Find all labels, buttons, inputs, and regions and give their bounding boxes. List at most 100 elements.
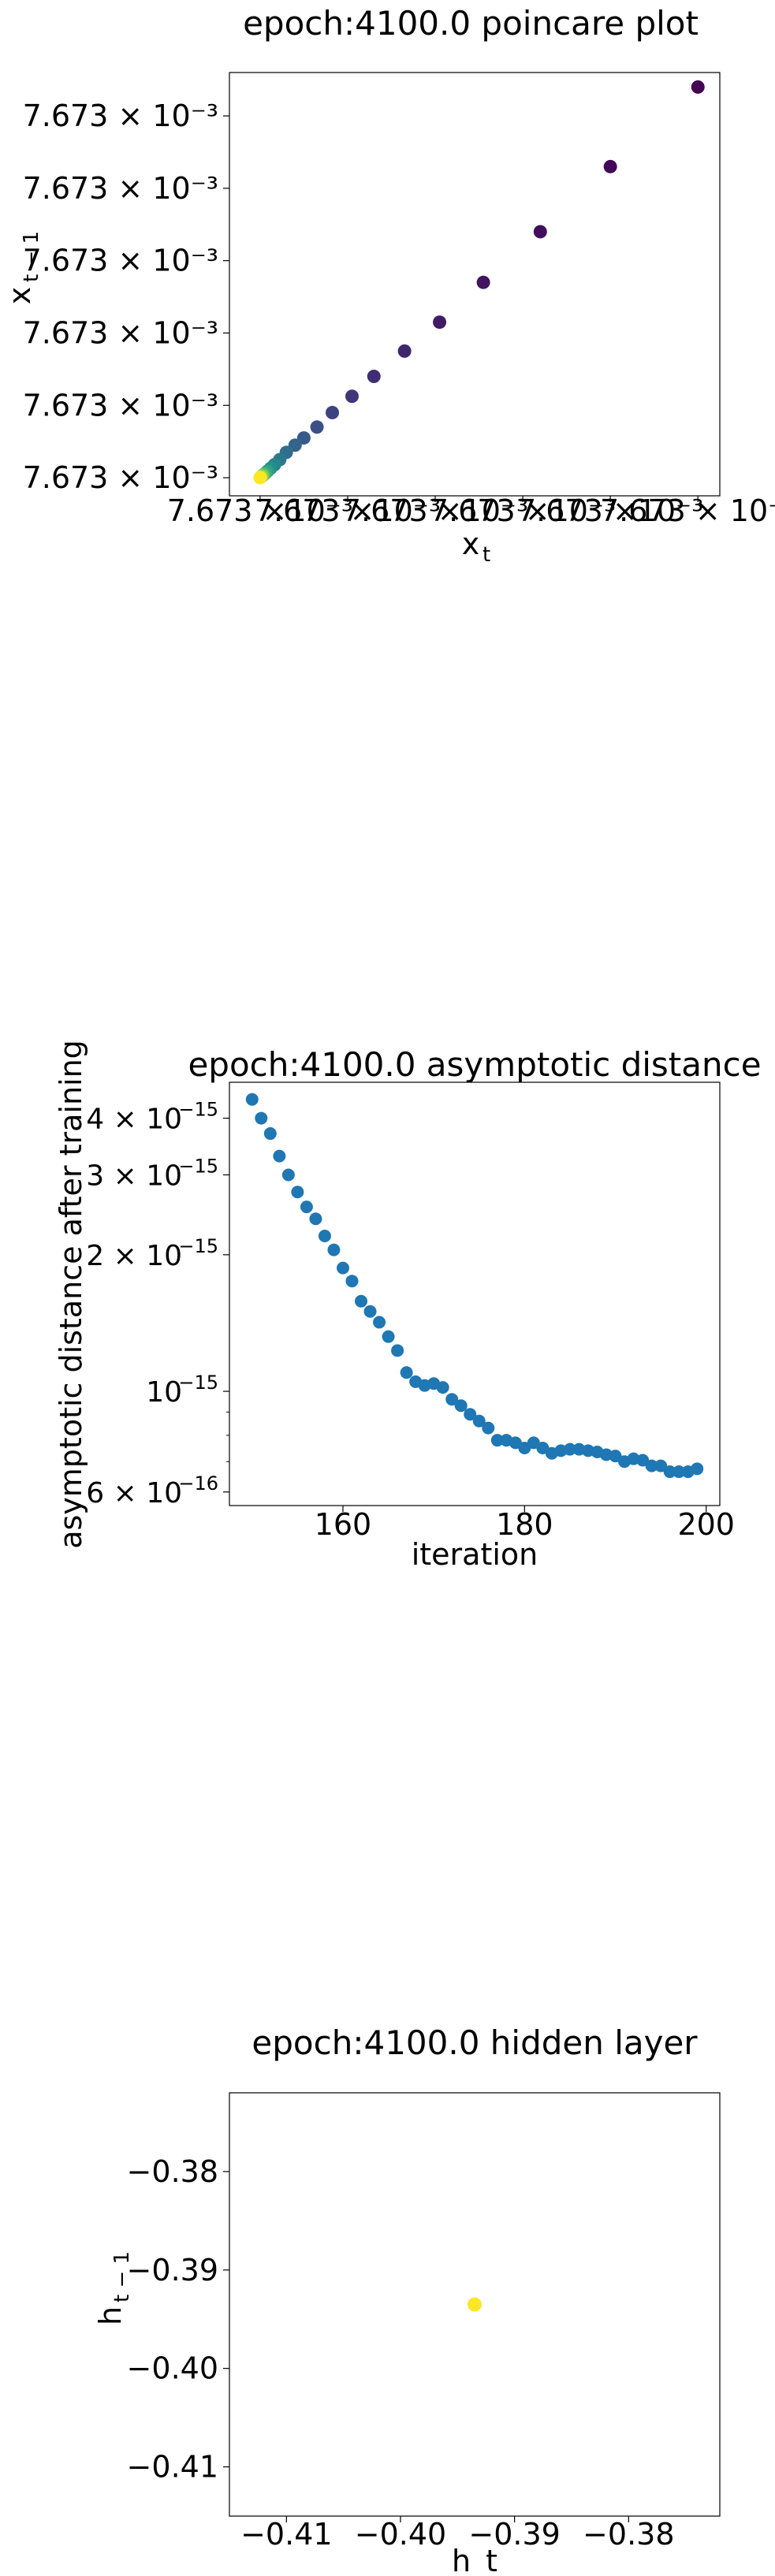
data-point (464, 1408, 477, 1421)
data-point (363, 1305, 377, 1318)
y-axis-label: asymptotic distance after training (54, 1040, 88, 1549)
data-point (327, 1243, 341, 1256)
data-point (367, 370, 381, 384)
y-tick-label: 7.673 × 10⁻³ (23, 99, 218, 133)
x-tick-label: 7.673 ×10⁻³ (430, 493, 616, 528)
data-point (263, 1127, 277, 1141)
data-point (300, 1201, 313, 1214)
x-tick-label: 7.673 ×10⁻³ (517, 493, 703, 528)
plot-frame (229, 72, 721, 497)
x-tick-label: −0.41 (240, 2517, 332, 2552)
plot-frame (229, 2092, 721, 2517)
y-tick-label-exponent: −15 (178, 1099, 218, 1121)
x-tick-label: −0.39 (468, 2517, 560, 2552)
data-point (468, 2297, 482, 2312)
data-point (691, 80, 705, 94)
y-tick-label: 7.673 × 10⁻³ (23, 244, 218, 278)
data-point (433, 315, 447, 329)
data-point (382, 1330, 395, 1343)
y-tick-label: 7.673 × 10⁻³ (23, 388, 218, 423)
data-point (281, 1168, 295, 1182)
data-point (563, 1442, 576, 1456)
y-axis-label-text: h (93, 2306, 128, 2325)
data-point (603, 159, 617, 173)
x-tick-label: 7.673 ×10⁻³ (167, 493, 353, 528)
x-tick-label: 180 (496, 1507, 553, 1542)
y-tick-label: −0.41 (127, 2450, 218, 2485)
data-point (291, 1186, 304, 1199)
x-tick-label: 7.673 ×10⁻³ (342, 493, 528, 528)
hidden-layer-plot: epoch:4100.0 hidden layer −0.41 −0.40 −0.39… (93, 2023, 721, 2576)
data-point (476, 275, 490, 289)
plot-frame (229, 1081, 721, 1506)
data-point (391, 1344, 404, 1357)
data-point (345, 389, 359, 404)
x-tick-label: −0.38 (583, 2517, 674, 2552)
data-point (400, 1366, 413, 1379)
y-axis-label-text: asymptotic distance after training (54, 1040, 88, 1549)
data-point (536, 1441, 550, 1454)
data-point (355, 1294, 368, 1308)
data-point (309, 1212, 322, 1226)
data-point (673, 1465, 686, 1479)
y-tick-label-exponent: −16 (178, 1472, 218, 1495)
chart-title: epoch:4100.0 hidden layer (252, 2023, 698, 2062)
y-tick-label: −0.39 (127, 2253, 218, 2288)
data-point (636, 1454, 650, 1467)
y-tick-label: −0.40 (127, 2351, 218, 2386)
x-axis-label: h_t (452, 2544, 497, 2576)
x-tick-label: 7.673 ×10⁻³ (255, 493, 441, 528)
y-tick-label: 4 × 10 (86, 1104, 182, 1136)
x-tick-label: 200 (677, 1507, 735, 1542)
data-point (472, 1414, 486, 1428)
y-axis-label-subscript: t − 1 (110, 2251, 134, 2302)
data-point (245, 1093, 259, 1106)
data-point (609, 1450, 622, 1463)
x-tick-label: −0.40 (355, 2517, 446, 2552)
y-axis-label-text: x (2, 287, 37, 305)
chart-title: epoch:4100.0 poincare plot (243, 4, 699, 43)
data-point (645, 1459, 658, 1472)
y-tick-label: 7.673 × 10⁻³ (23, 460, 218, 495)
data-point (326, 405, 340, 419)
data-point (373, 1316, 386, 1329)
y-tick-label: −0.38 (127, 2154, 218, 2189)
y-tick-label: 7.673 × 10⁻³ (23, 171, 218, 206)
y-tick-label-exponent: −15 (178, 1372, 218, 1394)
data-point (533, 225, 547, 239)
y-tick-label-exponent: −15 (178, 1155, 218, 1177)
y-axis-label-subscript: t − 1 (20, 231, 43, 282)
asymptotic-distance-plot: epoch:4100.0 asymptotic distance 160 180 20… (54, 1040, 762, 1572)
data-point (310, 420, 324, 434)
y-tick-label: 2 × 10 (86, 1240, 182, 1272)
data-point (345, 1275, 359, 1288)
data-point (336, 1261, 349, 1275)
x-axis-label-subscript: t (483, 543, 490, 567)
y-tick-label: 10 (146, 1376, 182, 1409)
data-point (273, 1149, 286, 1163)
data-point (454, 1399, 468, 1413)
y-tick-label: 7.673 × 10⁻³ (23, 315, 218, 350)
data-point (397, 344, 412, 358)
x-axis-label: iteration (412, 1537, 538, 1572)
data-point (490, 1434, 504, 1447)
data-point (691, 1462, 704, 1476)
y-axis-label: x t − 1 (2, 231, 43, 304)
chart-title: epoch:4100.0 asymptotic distance (188, 1045, 761, 1084)
x-tick-label: 7.673 × 10⁻³ (600, 493, 775, 528)
data-point (482, 1421, 495, 1435)
data-point (445, 1393, 459, 1406)
y-tick-label: 3 × 10 (86, 1160, 182, 1192)
data-point (654, 1459, 668, 1472)
y-tick-label: 6 × 10 (86, 1477, 182, 1509)
data-point (436, 1381, 449, 1394)
x-axis-label: x (462, 527, 480, 561)
y-tick-label-exponent: −15 (178, 1235, 218, 1257)
data-point (253, 471, 267, 485)
y-axis-label: h t − 1 (93, 2251, 134, 2325)
x-tick-label: 160 (315, 1507, 372, 1542)
data-point (255, 1111, 268, 1125)
data-point (663, 1465, 676, 1479)
